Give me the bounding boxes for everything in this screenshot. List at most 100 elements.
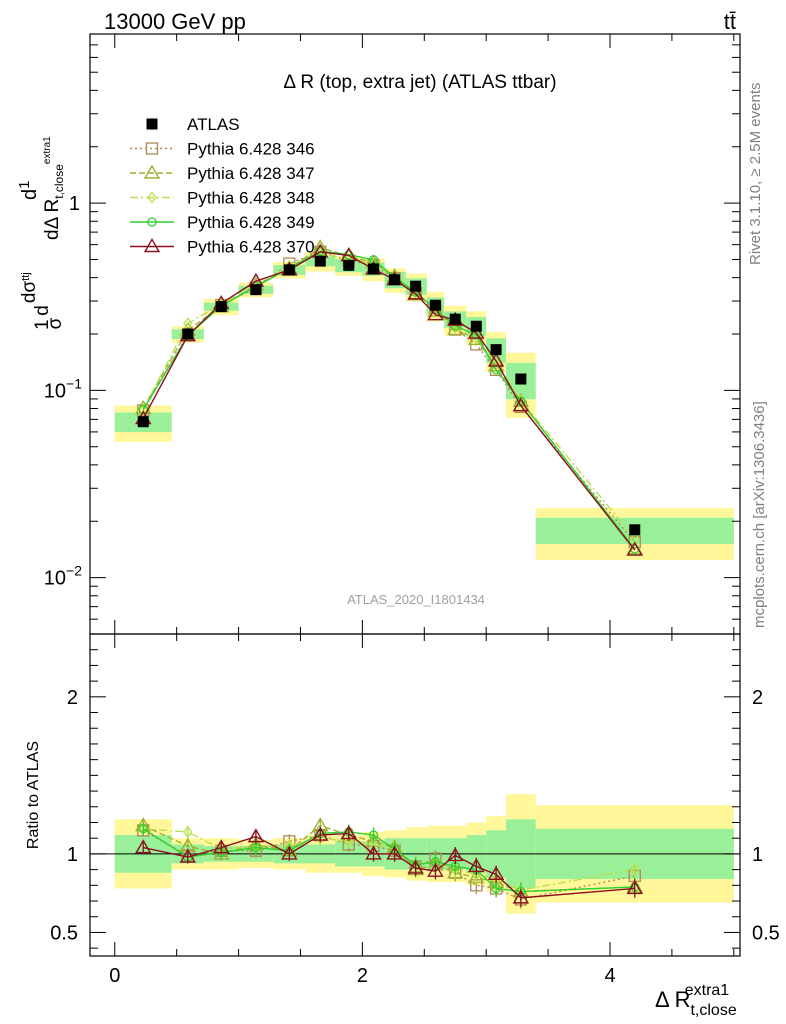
legend-label: Pythia 6.428 347 <box>187 164 315 183</box>
series-6-428-348-point <box>450 321 461 334</box>
y-axis-title: d1 <box>16 181 41 200</box>
legend-marker <box>147 217 157 227</box>
y-tick-label: 10−1 <box>44 375 82 402</box>
mcplots-label: mcplots.cern.ch [arXiv:1306.3436] <box>751 401 768 628</box>
rivet-label: Rivet 3.1.10, ≥ 2.5M events <box>747 83 764 266</box>
legend-label: Pythia 6.428 348 <box>187 189 315 208</box>
series-6-428-370-ratio-point <box>468 858 485 873</box>
series-6-428-370-ratio-point <box>427 862 444 877</box>
ratio-y-tick-label: 1 <box>67 844 78 866</box>
legend-marker <box>145 142 159 155</box>
legend-marker <box>143 164 161 179</box>
atlas-data-point <box>410 280 422 292</box>
atlas-data-point <box>629 524 641 536</box>
atlas-data-point <box>490 344 502 356</box>
atlas-data-point <box>515 373 527 385</box>
ratio-series-lines <box>135 817 643 909</box>
svg-text:Δ Rt,closeextra1: Δ Rt,closeextra1 <box>655 982 737 1019</box>
legend-marker <box>143 238 161 253</box>
series-6-428-348-line <box>142 252 636 539</box>
ratio-y-tick-label-right: 2 <box>752 687 763 709</box>
main-panel: Δ R (top, extra jet) (ATLAS ttbar) ATLAS… <box>44 33 741 635</box>
series-6-428-370-ratio-point <box>365 845 382 860</box>
series-6-428-370-point <box>487 352 505 367</box>
x-tick-label: 4 <box>604 965 615 987</box>
series-6-428-370-ratio-point <box>281 845 298 860</box>
series-6-428-349-ratio-point <box>251 842 261 853</box>
watermark-label: ATLAS_2020_I1801434 <box>347 592 485 607</box>
series-6-428-348-ratio-point <box>182 825 193 838</box>
series-6-428-348-ratio-line <box>143 828 635 891</box>
atlas-data-point <box>182 328 194 340</box>
series-6-428-370-ratio-point <box>447 847 464 862</box>
ratio-y-tick-label: 0.5 <box>50 922 78 944</box>
ratio-panel: 0 2 4 0.5 0.5 1 1 2 2 <box>50 633 780 987</box>
x-tick-label: 0 <box>109 965 120 987</box>
series-6-428-349-line <box>142 250 636 550</box>
series-6-428-349-ratio-point <box>368 830 379 840</box>
ratio-y-tick-label-right: 1 <box>752 844 763 866</box>
atlas-data-point <box>283 264 295 276</box>
series-6-428-370-ratio-point <box>512 889 530 904</box>
series-6-428-370-ratio-point <box>312 826 329 841</box>
series-6-428-370-point <box>468 324 485 339</box>
series-6-428-370-ratio-line <box>143 832 635 899</box>
series-6-428-348-point <box>138 403 149 416</box>
y-axis-label: 1σddσttj <box>19 272 66 330</box>
process-label: tt̄ <box>724 9 736 34</box>
series-6-428-370-point <box>427 306 444 321</box>
atlas-data-point <box>215 301 227 313</box>
atlas-data-point <box>429 299 441 311</box>
atlas-data-point <box>449 313 461 325</box>
legend-atlas-marker <box>146 118 158 130</box>
series-6-428-370-point <box>407 285 424 300</box>
legend-marker <box>147 191 157 204</box>
ratio-axis: 0 2 4 0.5 0.5 1 1 2 2 <box>50 633 780 987</box>
atlas-data-point <box>137 416 149 428</box>
atlas-data-point <box>250 284 262 296</box>
series-6-428-370-ratio-point <box>340 825 357 840</box>
atlas-data-points <box>137 255 641 536</box>
energy-label: 13000 GeV pp <box>104 9 246 34</box>
series-6-428-370-ratio-point <box>386 845 403 860</box>
series-6-428-346-ratio-line <box>142 829 635 901</box>
series-6-428-346-line <box>142 251 636 543</box>
x-tick-label: 2 <box>357 965 368 987</box>
series-6-428-370-ratio-point <box>487 865 505 881</box>
svg-text:d1: d1 <box>16 181 41 200</box>
series-6-428-370-ratio-point <box>626 880 643 895</box>
x-axis-label: Δ Rt,closeextra1 <box>655 982 737 1019</box>
series-6-428-370-ratio-point <box>407 859 424 874</box>
series-6-428-370-line <box>142 251 636 551</box>
main-plot-area <box>114 251 734 561</box>
series-6-428-348-ratio-point <box>343 835 354 848</box>
atlas-data-point <box>368 263 380 275</box>
chart-title: Δ R (top, extra jet) (ATLAS ttbar) <box>283 72 556 93</box>
atlas-data-point <box>343 259 355 271</box>
atlas-data-point <box>314 255 326 267</box>
legend-label: Pythia 6.428 370 <box>187 238 315 257</box>
series-6-428-349-ratio-point <box>491 883 501 894</box>
legend-label: Pythia 6.428 349 <box>187 213 315 232</box>
legend-label: Pythia 6.428 346 <box>187 140 315 159</box>
ratio-y-tick-label: 2 <box>67 687 78 709</box>
series-6-428-370-ratio-point <box>247 828 265 843</box>
series-6-428-370-ratio-point <box>213 839 230 854</box>
legend-atlas-label: ATLAS <box>187 115 240 134</box>
y-axis-label-lower: dΔ Rt,closeextra1 <box>42 136 66 240</box>
series-6-428-348-ratio-point <box>629 863 640 876</box>
atlas-data-point <box>470 320 482 332</box>
atlas-data-point <box>389 274 401 286</box>
series-6-428-370-point <box>626 541 643 556</box>
series-6-428-349-ratio-point <box>138 824 148 834</box>
y-tick-label: 10−2 <box>44 563 82 590</box>
series-6-428-370-point <box>512 397 530 412</box>
ratio-y-label: Ratio to ATLAS <box>25 741 42 849</box>
series-6-428-370-ratio-point <box>135 839 152 854</box>
y-tick-label: 1 <box>69 193 80 215</box>
svg-text:1σddσttj: 1σddσttj <box>19 272 66 330</box>
ratio-frame <box>89 633 741 957</box>
svg-text:dΔ Rt,closeextra1: dΔ Rt,closeextra1 <box>42 136 66 240</box>
ratio-y-tick-label-right: 0.5 <box>752 922 780 944</box>
